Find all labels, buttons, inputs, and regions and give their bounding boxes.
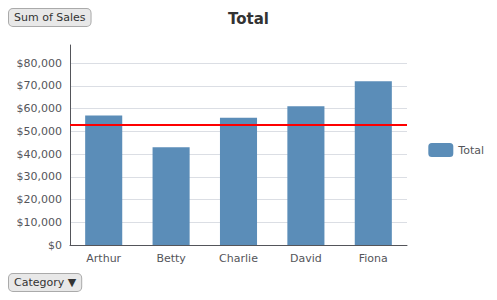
svg-text:Fiona: Fiona bbox=[359, 252, 388, 265]
svg-text:$60,000: $60,000 bbox=[17, 102, 63, 115]
svg-text:Total: Total bbox=[228, 10, 269, 28]
svg-text:$80,000: $80,000 bbox=[17, 57, 63, 70]
svg-text:David: David bbox=[290, 252, 322, 265]
svg-text:$0: $0 bbox=[48, 239, 62, 252]
svg-text:$40,000: $40,000 bbox=[17, 148, 63, 161]
svg-text:$50,000: $50,000 bbox=[17, 125, 63, 138]
svg-text:Total: Total bbox=[457, 144, 484, 157]
svg-text:Category ▼: Category ▼ bbox=[14, 276, 77, 289]
svg-text:$10,000: $10,000 bbox=[17, 216, 63, 229]
svg-text:$70,000: $70,000 bbox=[17, 79, 63, 92]
svg-text:Betty: Betty bbox=[156, 252, 186, 265]
svg-text:$30,000: $30,000 bbox=[17, 170, 63, 183]
svg-text:$20,000: $20,000 bbox=[17, 193, 63, 206]
svg-text:Charlie: Charlie bbox=[219, 252, 258, 265]
svg-text:Sum of Sales: Sum of Sales bbox=[14, 11, 86, 24]
svg-text:Arthur: Arthur bbox=[86, 252, 121, 265]
